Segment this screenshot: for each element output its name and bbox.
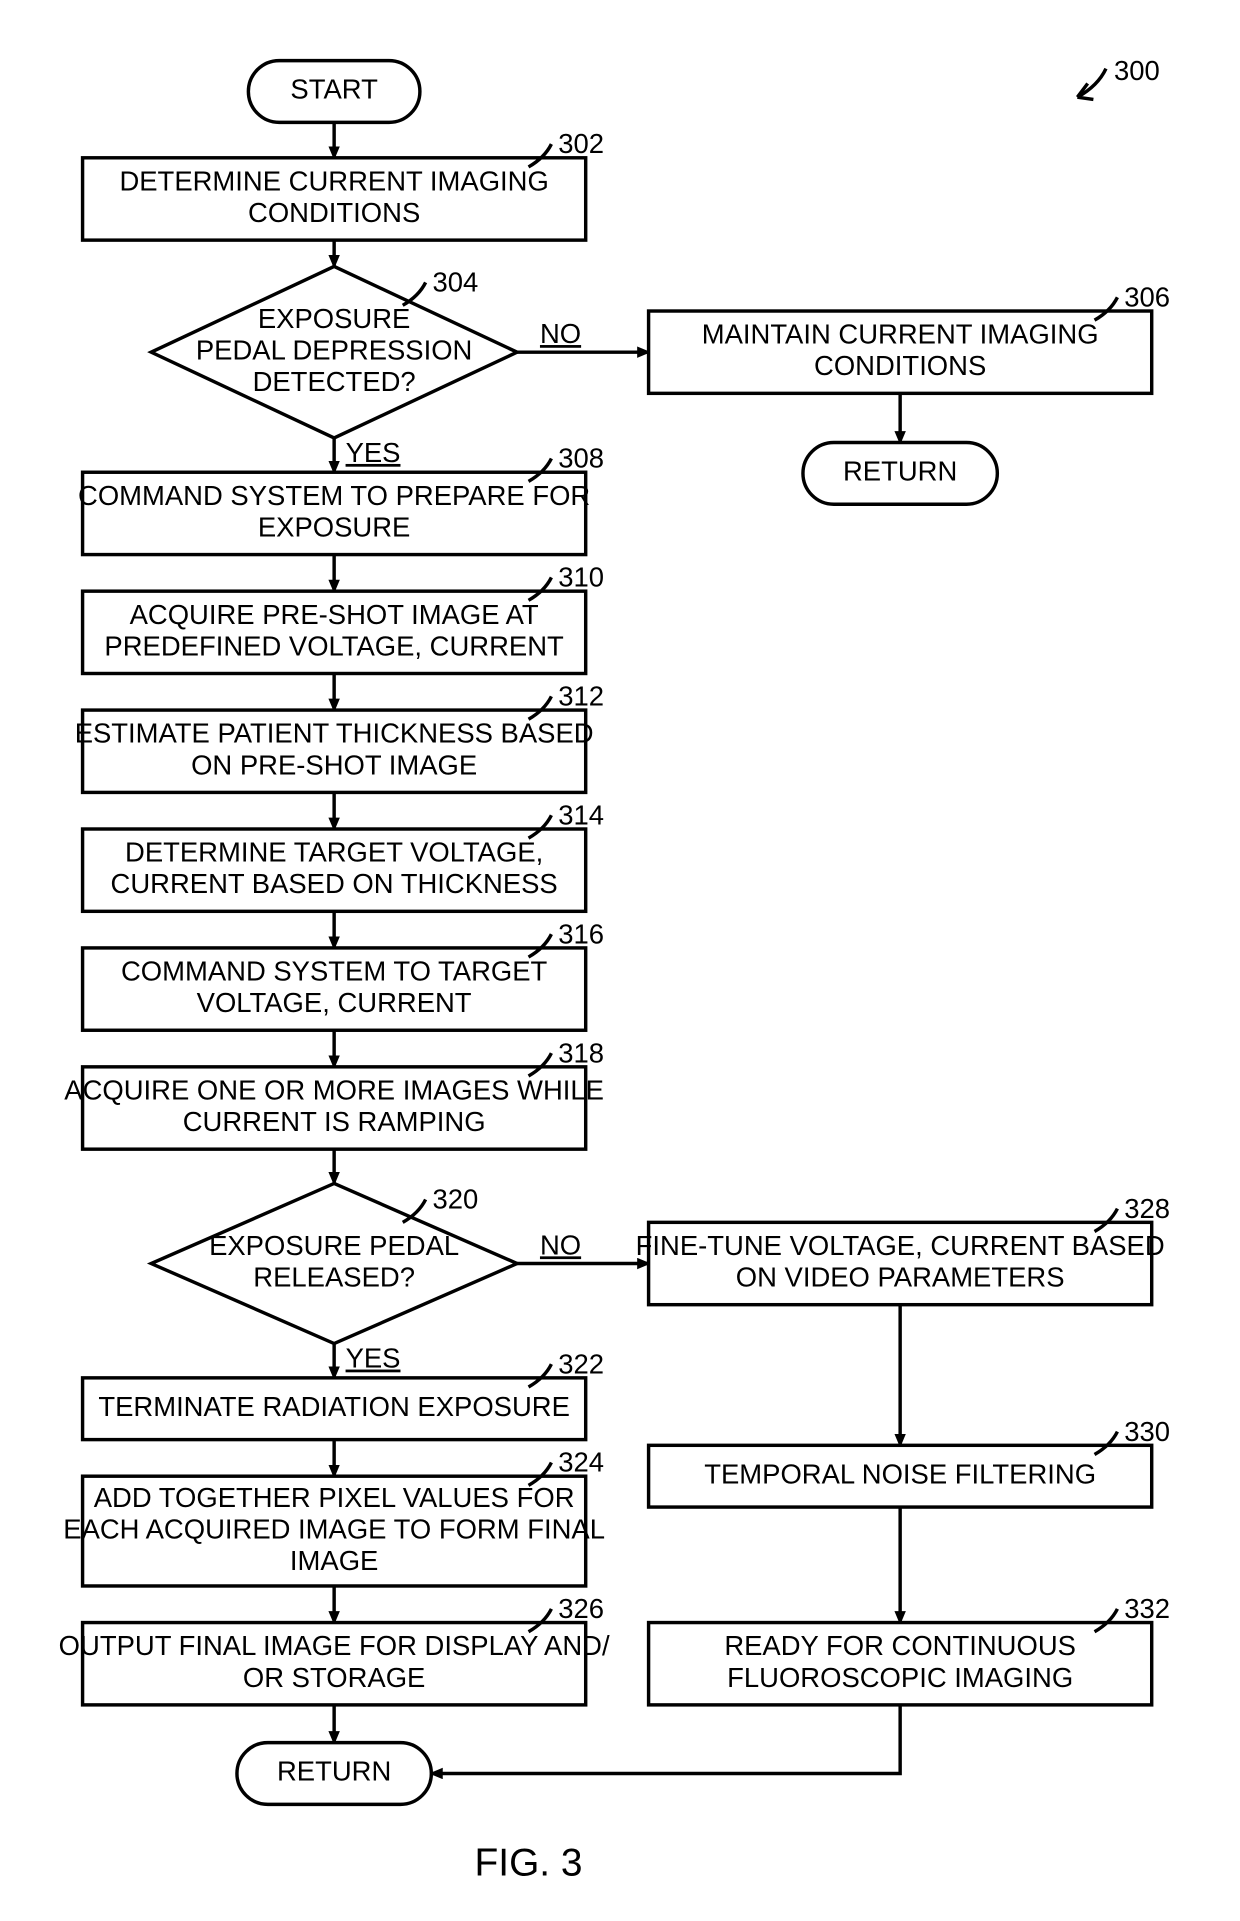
ref-label-n330: 330	[1124, 1416, 1170, 1447]
node-text-n326-0: OUTPUT FINAL IMAGE FOR DISPLAY AND/	[59, 1630, 610, 1661]
node-text-n310-1: PREDEFINED VOLTAGE, CURRENT	[104, 630, 564, 661]
node-text-n310-0: ACQUIRE PRE-SHOT IMAGE AT	[130, 599, 539, 630]
node-text-n324-1: EACH ACQUIRED IMAGE TO FORM FINAL	[63, 1513, 605, 1544]
node-n314: DETERMINE TARGET VOLTAGE,CURRENT BASED O…	[83, 829, 586, 911]
nodes-layer: STARTDETERMINE CURRENT IMAGINGCONDITIONS…	[59, 61, 1165, 1805]
node-text-n308-1: EXPOSURE	[258, 511, 410, 542]
node-n318: ACQUIRE ONE OR MORE IMAGES WHILECURRENT …	[64, 1067, 604, 1149]
node-n306: MAINTAIN CURRENT IMAGINGCONDITIONS	[649, 311, 1152, 393]
node-text-n328-0: FINE-TUNE VOLTAGE, CURRENT BASED	[636, 1230, 1165, 1261]
ref-label-n306: 306	[1124, 281, 1170, 312]
ref-label-n316: 316	[558, 918, 604, 949]
node-text-d320-1: RELEASED?	[253, 1262, 415, 1293]
edge-18	[431, 1705, 900, 1774]
node-text-n306-1: CONDITIONS	[814, 350, 986, 381]
ref-label-n314: 314	[558, 799, 604, 830]
node-n332: READY FOR CONTINUOUSFLUOROSCOPIC IMAGING	[649, 1623, 1152, 1705]
node-text-n326-1: OR STORAGE	[243, 1662, 425, 1693]
node-text-n306-0: MAINTAIN CURRENT IMAGING	[702, 319, 1099, 350]
ref-label-n312: 312	[558, 681, 604, 712]
node-n328: FINE-TUNE VOLTAGE, CURRENT BASEDON VIDEO…	[636, 1222, 1165, 1304]
node-start: START	[248, 61, 420, 123]
node-n308: COMMAND SYSTEM TO PREPARE FOREXPOSURE	[78, 472, 590, 554]
ref-label-d304: 304	[432, 267, 478, 298]
edge-label-2: NO	[540, 318, 581, 349]
node-text-d320-0: EXPOSURE PEDAL	[209, 1230, 459, 1261]
node-text-n324-0: ADD TOGETHER PIXEL VALUES FOR	[94, 1482, 575, 1513]
page-ref-label: 300	[1114, 55, 1160, 86]
ref-label-n322: 322	[558, 1348, 604, 1379]
ref-d304: 304	[403, 267, 479, 306]
node-text-n308-0: COMMAND SYSTEM TO PREPARE FOR	[78, 480, 590, 511]
ref-label-n318: 318	[558, 1037, 604, 1068]
ref-label-n324: 324	[558, 1447, 604, 1478]
node-text-d304-0: EXPOSURE	[258, 303, 410, 334]
ref-label-n332: 332	[1124, 1593, 1170, 1624]
flowchart-diagram: STARTDETERMINE CURRENT IMAGINGCONDITIONS…	[0, 0, 1240, 1921]
node-text-start-0: START	[290, 74, 378, 105]
node-text-n318-1: CURRENT IS RAMPING	[183, 1106, 486, 1137]
node-n322: TERMINATE RADIATION EXPOSURE	[83, 1378, 586, 1440]
node-n302: DETERMINE CURRENT IMAGINGCONDITIONS	[83, 158, 586, 240]
node-text-n314-0: DETERMINE TARGET VOLTAGE,	[125, 837, 543, 868]
ref-label-n328: 328	[1124, 1193, 1170, 1224]
node-text-ret1-0: RETURN	[843, 456, 957, 487]
node-text-n312-1: ON PRE-SHOT IMAGE	[191, 749, 477, 780]
node-ret1: RETURN	[803, 443, 997, 505]
ref-label-n308: 308	[558, 443, 604, 474]
node-text-n316-0: COMMAND SYSTEM TO TARGET	[121, 956, 548, 987]
ref-label-n326: 326	[558, 1593, 604, 1624]
edge-label-11: NO	[540, 1229, 581, 1260]
node-n316: COMMAND SYSTEM TO TARGETVOLTAGE, CURRENT	[83, 948, 586, 1030]
node-text-n330-0: TEMPORAL NOISE FILTERING	[704, 1458, 1096, 1489]
node-n310: ACQUIRE PRE-SHOT IMAGE ATPREDEFINED VOLT…	[83, 591, 586, 673]
ref-label-n302: 302	[558, 128, 604, 159]
node-text-ret2-0: RETURN	[277, 1756, 391, 1787]
node-ret2: RETURN	[237, 1743, 431, 1805]
node-text-n328-1: ON VIDEO PARAMETERS	[736, 1262, 1065, 1293]
node-n312: ESTIMATE PATIENT THICKNESS BASEDON PRE-S…	[75, 710, 594, 792]
edge-label-4: YES	[346, 437, 401, 468]
node-text-n332-1: FLUOROSCOPIC IMAGING	[727, 1662, 1073, 1693]
node-text-d304-1: PEDAL DEPRESSION	[196, 334, 472, 365]
page-ref-300: 300	[1077, 55, 1159, 99]
ref-d320: 320	[403, 1184, 479, 1223]
node-text-n332-0: READY FOR CONTINUOUS	[724, 1630, 1076, 1661]
figure-caption: FIG. 3	[475, 1841, 583, 1884]
node-text-n302-1: CONDITIONS	[248, 197, 420, 228]
node-text-n318-0: ACQUIRE ONE OR MORE IMAGES WHILE	[64, 1074, 604, 1105]
node-text-n322-0: TERMINATE RADIATION EXPOSURE	[98, 1391, 570, 1422]
node-text-n316-1: VOLTAGE, CURRENT	[197, 987, 472, 1018]
node-text-n312-0: ESTIMATE PATIENT THICKNESS BASED	[75, 718, 594, 749]
ref-label-d320: 320	[432, 1184, 478, 1215]
node-text-n314-1: CURRENT BASED ON THICKNESS	[111, 868, 558, 899]
node-n324: ADD TOGETHER PIXEL VALUES FOREACH ACQUIR…	[63, 1476, 605, 1586]
node-text-d304-2: DETECTED?	[253, 366, 416, 397]
node-n330: TEMPORAL NOISE FILTERING	[649, 1445, 1152, 1507]
edge-label-12: YES	[346, 1343, 401, 1374]
node-n326: OUTPUT FINAL IMAGE FOR DISPLAY AND/OR ST…	[59, 1623, 610, 1705]
ref-label-n310: 310	[558, 562, 604, 593]
node-text-n324-2: IMAGE	[290, 1545, 378, 1576]
node-text-n302-0: DETERMINE CURRENT IMAGING	[119, 165, 548, 196]
